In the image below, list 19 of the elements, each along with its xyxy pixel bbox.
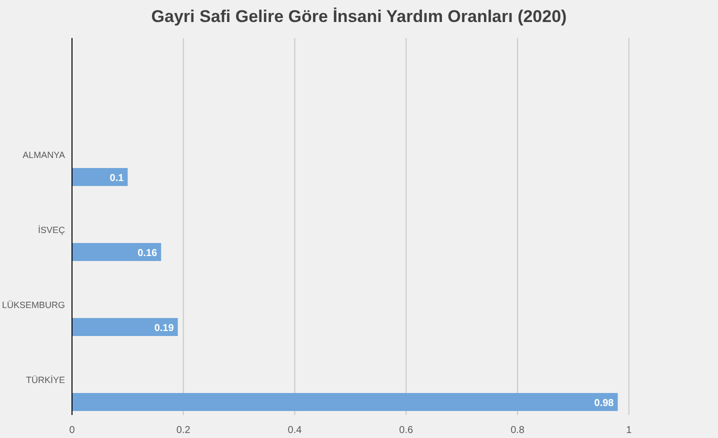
data-label: 0.98 xyxy=(594,398,614,409)
y-tick-label: LÜKSEMBURG xyxy=(2,300,65,310)
y-tick-label: İSVEÇ xyxy=(38,225,66,235)
bar xyxy=(72,393,618,411)
x-tick-label: 0.8 xyxy=(510,425,525,436)
x-tick-label: 0.4 xyxy=(288,425,302,436)
bar xyxy=(72,243,162,261)
x-tick-label: 0 xyxy=(69,425,76,436)
bar xyxy=(72,168,128,186)
chart-title: Gayri Safi Gelire Göre İnsani Yardım Oranları (2020) xyxy=(151,7,567,26)
data-label: 0.19 xyxy=(154,323,174,334)
x-tick-label: 0.2 xyxy=(176,425,191,436)
x-tick-label: 0.6 xyxy=(399,425,414,436)
x-tick-label: 1 xyxy=(626,425,632,436)
data-label: 0.16 xyxy=(138,248,158,259)
bar xyxy=(72,318,178,336)
data-label: 0.1 xyxy=(110,173,124,184)
y-tick-label: TÜRKİYE xyxy=(26,375,65,385)
y-tick-label: ALMANYA xyxy=(22,150,65,160)
